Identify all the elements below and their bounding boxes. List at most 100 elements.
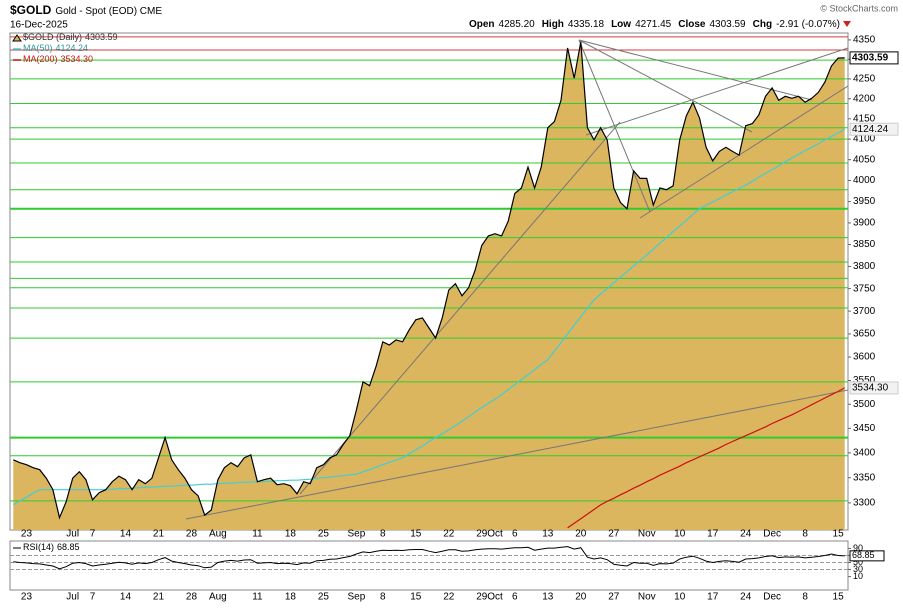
y-tick-label: 3300 [853,498,876,509]
legend-value: 3534.30 [61,54,94,64]
x-tick-label: 13 [542,592,554,603]
x-tick-label: 24 [740,529,752,540]
x-tick-label: Sep [348,592,366,603]
trendline [299,121,621,495]
x-tick-label: Nov [638,592,656,603]
y-tick-label: 4350 [853,35,876,46]
x-tick-label: 10 [674,592,686,603]
title-row: $GOLD Gold - Spot (EOD) CME [10,3,162,17]
ma-line [12,128,845,506]
y-tick-label: 3400 [853,447,876,458]
quote-label: High [542,19,564,30]
series-group [13,41,845,520]
y-tick-label: 3900 [853,218,876,229]
quote-label: Close [678,19,706,30]
x-tick-label: Sep [348,529,366,540]
series-group [12,128,845,506]
last-value-box [849,51,899,65]
y-tick-label: 3650 [853,329,876,340]
rsi-tick-label: 90 [853,543,863,553]
x-tick-label: 15 [833,592,845,603]
y-tick-label: 4200 [853,93,876,104]
x-tick-label: 29 [476,592,488,603]
quote-value: 4303.59 [709,19,746,30]
legend-name: MA(200) [23,54,58,64]
x-tick-label: 27 [608,529,620,540]
ma-line [567,387,845,529]
x-tick-label: 7 [90,529,96,540]
trendline [578,39,753,133]
x-tick-label: Oct [487,529,503,540]
x-tick-label: 18 [285,529,297,540]
quote-value: -2.91 (-0.07%) [776,19,840,30]
last-value-box [849,122,899,136]
quote-label: Open [469,19,495,30]
x-tick-label: 15 [410,592,422,603]
x-tick-label: Dec [763,529,781,540]
x-tick-label: 7 [90,592,96,603]
x-tick-label: 11 [252,529,263,540]
legend-entry: $GOLD (Daily) 4303.59 [23,32,118,42]
y-tick-label: 3950 [853,196,876,207]
quote-value: 4271.45 [635,19,672,30]
x-tick-label: 25 [318,592,330,603]
change-arrow [843,21,851,27]
rsi-legend: RSI(14) 68.85 [23,542,80,552]
x-tick-label: Aug [209,529,227,540]
y-tick-label: 3350 [853,472,876,483]
credit: © StockCharts.com [820,3,898,13]
x-tick-label: Nov [638,529,656,540]
x-tick-label: 23 [21,529,33,540]
y-tick-label: 3750 [853,283,876,294]
x-tick-label: 22 [443,529,455,540]
trendline [639,85,848,219]
legend-entry: MA(200) 3534.30 [23,54,93,64]
rsi-last-label: 68.85 [852,550,875,560]
y-tick-label: 3850 [853,239,876,250]
y-tick-label: 4050 [853,154,876,165]
chart-subtitle: Gold - Spot (EOD) CME [55,6,162,17]
x-tick-label: 28 [186,529,198,540]
rsi-value: 68.85 [57,542,80,552]
rsi-title: RSI(14) [23,542,54,552]
x-tick-label: Aug [209,592,227,603]
last-value-label: 4303.59 [852,53,889,64]
x-tick-label: 14 [120,529,132,540]
quote: Open 4285.20 High 4335.18 Low 4271.45 Close 430… [469,19,840,30]
quote-label: Low [611,19,631,30]
x-tick-label: 21 [153,592,165,603]
series-group [567,387,845,529]
rsi-plot [10,546,848,571]
rsi-tick-label: 50 [853,557,863,567]
x-tick-label: 8 [380,529,386,540]
x-tick-label: 25 [318,529,330,540]
rsi-panel [9,540,849,591]
x-tick-label: 20 [575,592,587,603]
legend-name: $GOLD (Daily) [23,32,82,42]
x-tick-label: 17 [707,529,719,540]
last-value-label: 3534.30 [852,383,889,394]
x-tick-label: 28 [186,592,198,603]
x-tick-label: 29 [476,529,488,540]
quote-value: 4335.18 [568,19,605,30]
x-tick-label: 23 [21,592,33,603]
x-tick-label: 8 [802,529,808,540]
x-tick-label: 15 [410,529,422,540]
x-tick-label: 20 [575,529,587,540]
x-tick-label: 17 [707,592,719,603]
x-tick-label: 14 [120,592,132,603]
x-tick-label: 6 [512,592,518,603]
x-tick-label: 6 [512,529,518,540]
trendline [585,47,848,136]
x-tick-label: 8 [380,592,386,603]
price-line [13,41,845,520]
legend-value: 4303.59 [85,32,118,42]
x-tick-label: 10 [674,529,686,540]
y-tick-label: 4100 [853,134,876,145]
x-tick-label: 27 [608,592,620,603]
trendline [185,389,848,520]
legend-marker [12,34,22,42]
x-tick-label: 11 [252,592,263,603]
